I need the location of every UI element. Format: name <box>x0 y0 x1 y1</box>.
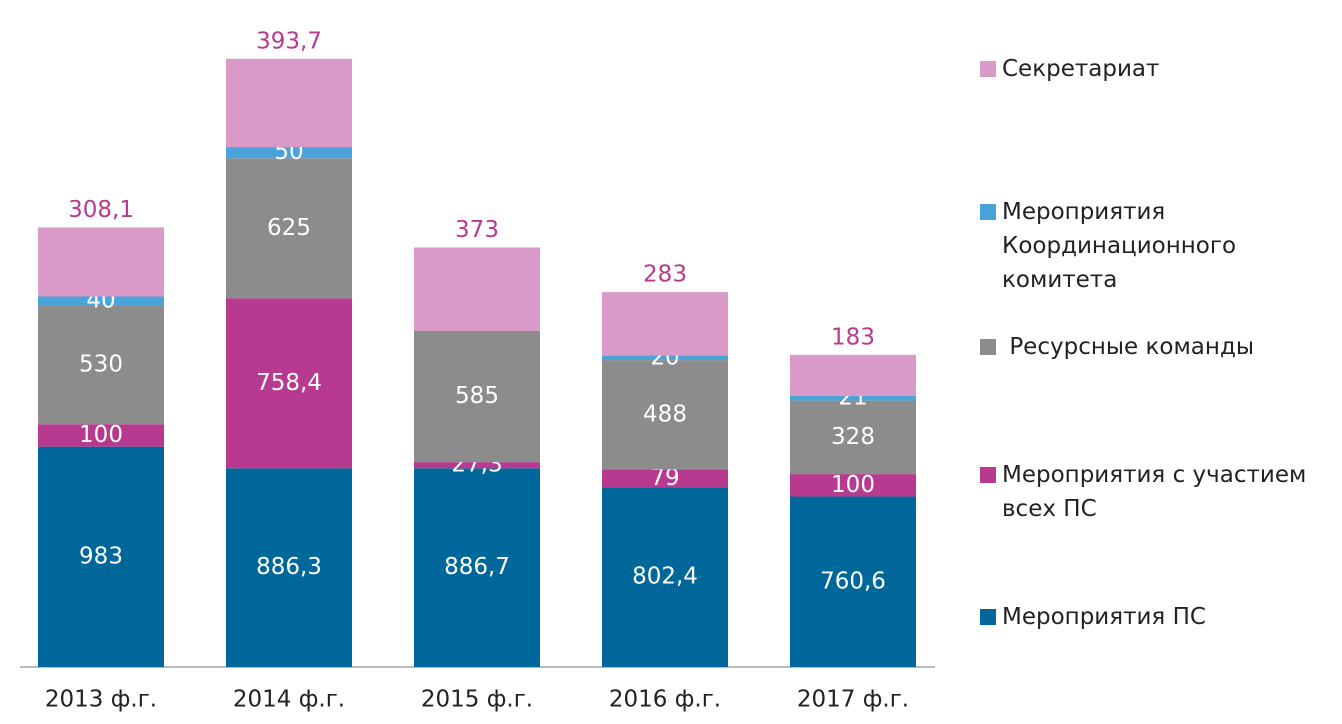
x-tick-label: 2016 ф.г. <box>609 687 721 713</box>
x-tick-label: 2015 ф.г. <box>421 687 533 713</box>
data-label: 373 <box>455 217 499 243</box>
data-label: 585 <box>455 383 499 409</box>
bar-segment <box>790 496 916 667</box>
bar-segment <box>226 298 352 469</box>
legend-label: Мероприятия с участием всех ПС <box>1002 462 1314 522</box>
bar-segment <box>414 462 540 469</box>
legend-label: Мероприятия Координационного комитета <box>1002 199 1244 293</box>
x-tick-label: 2013 ф.г. <box>45 687 157 713</box>
bar-segment <box>38 424 164 447</box>
legend-item: Мероприятия ПС <box>980 600 1340 634</box>
bar-segment <box>38 305 164 425</box>
legend-swatch <box>980 467 996 483</box>
data-label: 760,6 <box>820 568 886 594</box>
legend-swatch <box>980 204 996 220</box>
data-label: 802,4 <box>632 564 698 590</box>
data-label: 983 <box>79 543 123 569</box>
legend-item: Секретариат <box>980 52 1340 86</box>
data-label: 100 <box>79 422 123 448</box>
data-label: 886,3 <box>256 554 322 580</box>
bar-segment <box>602 292 728 356</box>
bar-segment <box>602 360 728 470</box>
data-label: 328 <box>831 424 875 450</box>
legend-swatch <box>980 339 996 355</box>
data-label: 393,7 <box>256 28 322 54</box>
legend-label: Секретариат <box>1002 56 1160 82</box>
data-label: 100 <box>831 472 875 498</box>
legend-item: Мероприятия Координационного комитета <box>980 195 1340 297</box>
bar-segment <box>226 147 352 159</box>
data-label: 530 <box>79 351 123 377</box>
legend-item: Ресурсные команды <box>980 330 1340 364</box>
x-tick-label: 2014 ф.г. <box>233 687 345 713</box>
data-label: 886,7 <box>444 554 510 580</box>
data-label: 283 <box>643 262 687 288</box>
bar-segment <box>226 468 352 667</box>
bar-segment <box>414 247 540 332</box>
bar-segment <box>602 469 728 488</box>
data-label: 308,1 <box>68 197 134 223</box>
bar-segment <box>790 400 916 475</box>
bar-segment <box>602 355 728 361</box>
legend-swatch <box>980 609 996 625</box>
legend-item: Мероприятия с участием всех ПС <box>980 458 1340 526</box>
bar-segment <box>38 446 164 667</box>
data-label: 488 <box>643 401 687 427</box>
bar-segment <box>414 331 540 463</box>
x-tick-label: 2017 ф.г. <box>797 687 909 713</box>
bar-segment <box>414 468 540 667</box>
bar-segment <box>226 158 352 299</box>
bar-segment <box>602 487 728 667</box>
data-label: 758,4 <box>256 370 322 396</box>
legend-swatch <box>980 61 996 77</box>
data-label: 625 <box>267 215 311 241</box>
bar-segment <box>38 227 164 297</box>
bar-segment <box>226 58 352 148</box>
bar-segment <box>790 395 916 401</box>
bar-segment <box>38 296 164 306</box>
legend-label: Ресурсные команды <box>1002 334 1255 360</box>
data-label: 183 <box>831 324 875 350</box>
legend-label: Мероприятия ПС <box>1002 604 1206 630</box>
bar-segment <box>790 354 916 396</box>
bar-segment <box>790 474 916 497</box>
